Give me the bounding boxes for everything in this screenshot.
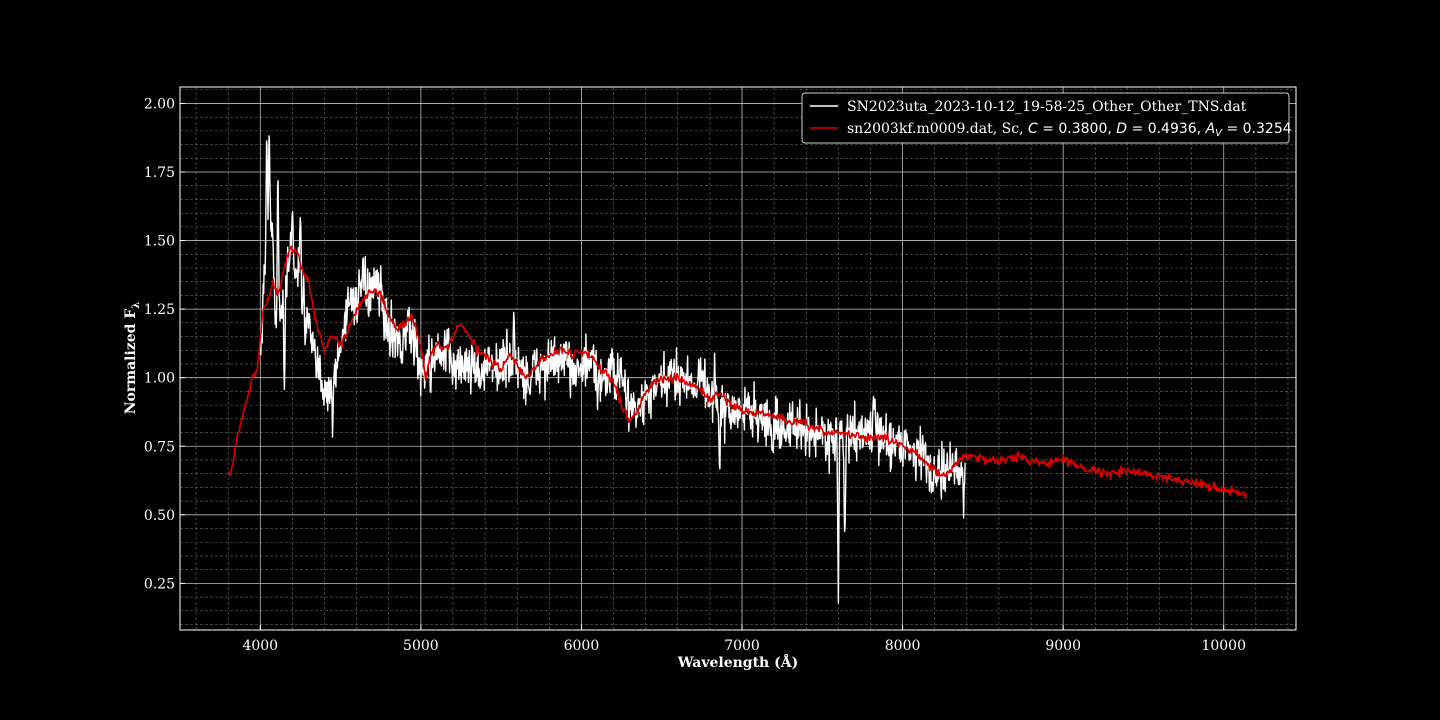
legend-box [801, 92, 1290, 144]
legend: SN2023uta_2023-10-12_19-58-25_Other_Othe… [801, 92, 1292, 144]
plot-frame [179, 86, 1297, 631]
legend-entry-observed: SN2023uta_2023-10-12_19-58-25_Other_Othe… [847, 99, 1247, 115]
x-tick-label: 8000 [885, 638, 921, 654]
legend-entry-template: sn2003kf.m0009.dat, Sc, C = 0.3800, D = … [847, 121, 1292, 139]
x-tick-label: 6000 [564, 638, 600, 654]
legend-av-symbol: A [1205, 121, 1216, 137]
x-tick-label: 5000 [403, 638, 439, 654]
axis-ticks: 4000 5000 6000 7000 8000 9000 10000 0.25 0.50 0.7… [144, 96, 1246, 654]
y-axis-label-main: Normalized F [123, 309, 139, 415]
legend-d-symbol: D [1116, 121, 1127, 137]
y-tick-label: 1.00 [144, 371, 175, 387]
major-grid [180, 87, 1296, 630]
series-line-template [227, 245, 1247, 500]
y-tick-label: 0.50 [144, 508, 175, 524]
x-tick-label: 10000 [1201, 638, 1246, 654]
y-tick-label: 0.75 [144, 439, 175, 455]
legend-d-value: = 0.4936, [1127, 121, 1206, 137]
y-axis-label: Normalized Fλ [123, 302, 142, 415]
series-layer [227, 135, 1247, 604]
y-tick-label: 1.25 [144, 302, 175, 318]
legend-av-sub: V [1215, 128, 1223, 139]
x-tick-label: 4000 [242, 638, 278, 654]
legend-c-value: = 0.3800, [1038, 121, 1117, 137]
y-tick-label: 1.50 [144, 234, 175, 250]
y-tick-label: 1.75 [144, 165, 175, 181]
y-tick-label: 2.00 [144, 96, 175, 112]
x-tick-label: 9000 [1045, 638, 1081, 654]
y-axis-label-sub: λ [131, 302, 142, 309]
legend-av-value: = 0.3254 [1222, 121, 1292, 137]
legend-template-prefix: sn2003kf.m0009.dat, Sc, [847, 121, 1028, 137]
x-tick-label: 7000 [724, 638, 760, 654]
y-tick-label: 0.25 [144, 576, 175, 592]
x-axis-label: Wavelength (Å) [677, 653, 798, 671]
legend-c-symbol: C [1028, 121, 1038, 137]
